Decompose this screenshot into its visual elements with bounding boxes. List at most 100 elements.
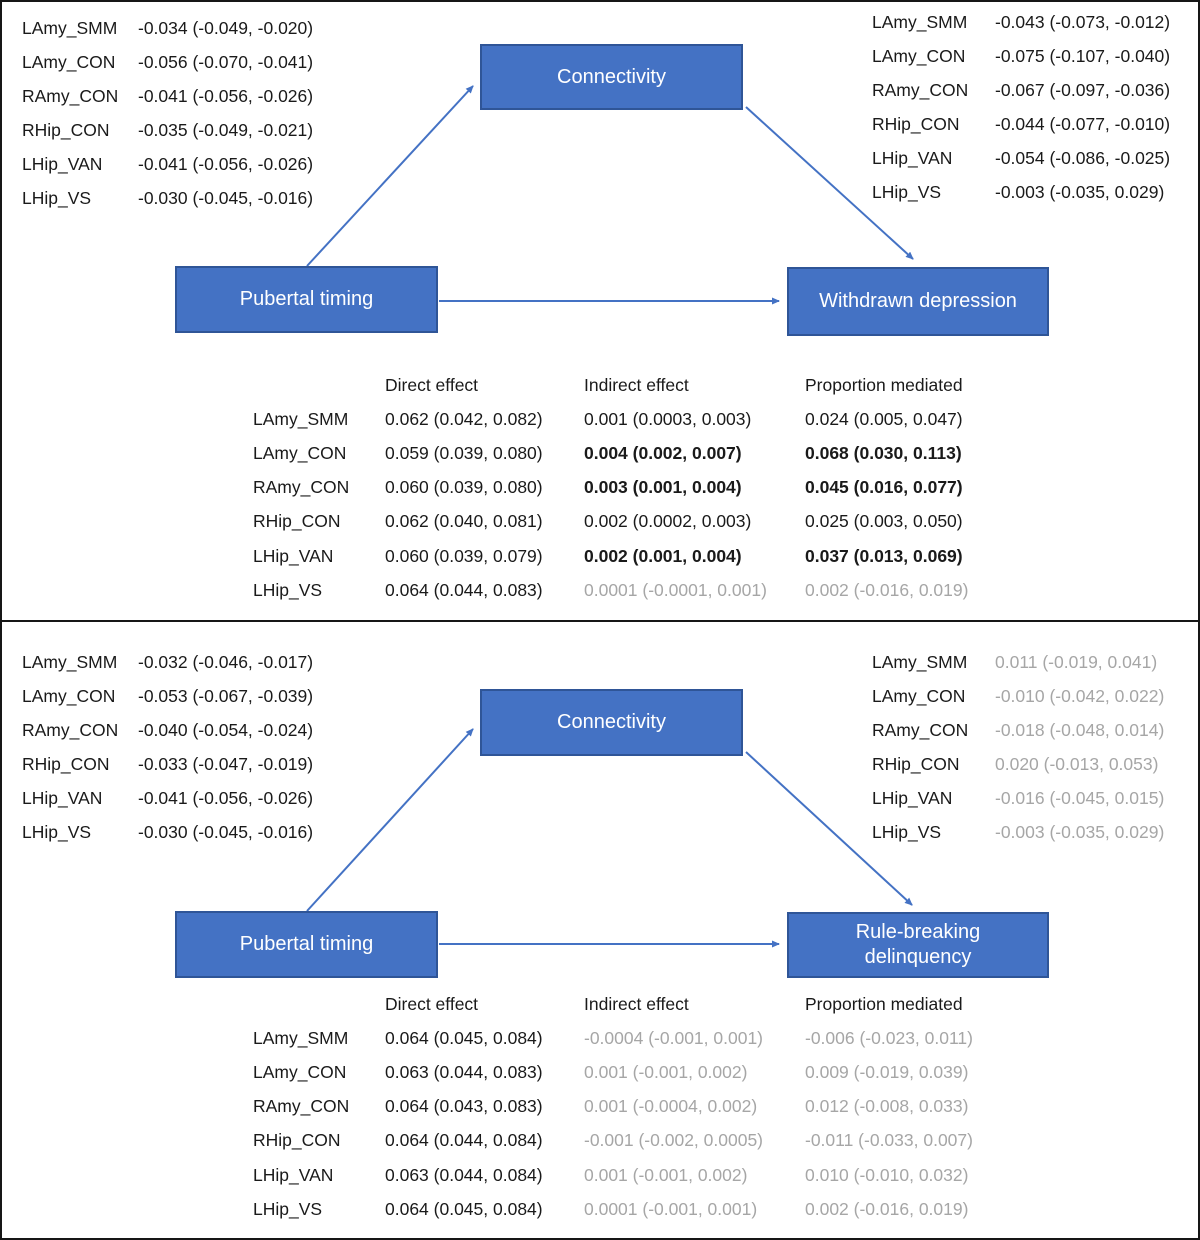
effects-table-bottom: Direct effect Indirect effect Proportion m…	[253, 987, 1125, 1226]
predictor-box-pubertal-timing-top: Pubertal timing	[175, 266, 438, 333]
region-label: LHip_VAN	[872, 147, 953, 168]
column-header-indirect-effect: Indirect effect	[584, 374, 689, 395]
effect-list-row: RHip_CON -0.035 (-0.049, -0.021)	[22, 113, 313, 147]
effect-list-row: LAmy_SMM -0.032 (-0.046, -0.017)	[22, 645, 313, 679]
effect-estimate: -0.003 (-0.035, 0.029)	[995, 821, 1165, 842]
effect-list-row: LAmy_CON -0.075 (-0.107, -0.040)	[872, 39, 1170, 73]
direct-effect-value: 0.064 (0.044, 0.083)	[385, 579, 543, 600]
effect-estimate: -0.032 (-0.046, -0.017)	[138, 651, 314, 672]
region-label: LHip_VAN	[22, 787, 103, 808]
path-a-estimates-list-bottom: LAmy_SMM -0.032 (-0.046, -0.017) LAmy_CON -…	[22, 645, 313, 849]
effect-estimate: -0.018 (-0.048, 0.014)	[995, 719, 1165, 740]
column-header-proportion-mediated: Proportion mediated	[805, 993, 963, 1014]
region-label: LAmy_CON	[872, 685, 966, 706]
proportion-mediated-value: 0.009 (-0.019, 0.039)	[805, 1061, 969, 1082]
effect-list-row: LAmy_CON -0.010 (-0.042, 0.022)	[872, 679, 1164, 713]
predictor-label: Pubertal timing	[239, 288, 374, 310]
region-label: LHip_VS	[872, 821, 942, 842]
effects-table-top: Direct effect Indirect effect Proportion m…	[253, 368, 1125, 607]
column-header-direct-effect: Direct effect	[385, 993, 479, 1014]
region-label: RAmy_CON	[22, 719, 119, 740]
direct-effect-value: 0.062 (0.040, 0.081)	[385, 511, 543, 532]
predictor-label: Pubertal timing	[239, 933, 374, 955]
region-label: RHip_CON	[22, 753, 110, 774]
region-label: RHip_CON	[22, 119, 110, 140]
direct-effect-value: 0.064 (0.045, 0.084)	[385, 1027, 543, 1048]
path-b-estimates-list-top: LAmy_SMM -0.043 (-0.073, -0.012) LAmy_CON -…	[872, 5, 1170, 209]
region-label: LHip_VS	[22, 187, 92, 208]
table-row-label: LAmy_CON	[253, 442, 347, 463]
region-label: LHip_VAN	[872, 787, 953, 808]
effect-estimate: -0.034 (-0.049, -0.020)	[138, 17, 314, 38]
table-row-label: RHip_CON	[253, 1130, 341, 1151]
effect-estimate: -0.041 (-0.056, -0.026)	[138, 153, 314, 174]
region-label: LAmy_CON	[22, 685, 116, 706]
table-row-label: LHip_VAN	[253, 1164, 334, 1185]
table-row-label: RAmy_CON	[253, 477, 350, 498]
region-label: RHip_CON	[872, 753, 960, 774]
proportion-mediated-value: 0.012 (-0.008, 0.033)	[805, 1096, 969, 1117]
effect-list-row: RHip_CON -0.044 (-0.077, -0.010)	[872, 107, 1170, 141]
direct-effect-value: 0.059 (0.039, 0.080)	[385, 442, 543, 463]
effect-estimate: -0.044 (-0.077, -0.010)	[995, 113, 1171, 134]
effect-estimate: -0.067 (-0.097, -0.036)	[995, 79, 1171, 100]
table-row-label: LHip_VAN	[253, 545, 334, 566]
effect-estimate: 0.020 (-0.013, 0.053)	[995, 753, 1159, 774]
direct-effect-value: 0.064 (0.043, 0.083)	[385, 1096, 543, 1117]
effect-list-row: RAmy_CON -0.041 (-0.056, -0.026)	[22, 79, 313, 113]
indirect-effect-value: 0.001 (-0.001, 0.002)	[584, 1164, 748, 1185]
effect-estimate: -0.043 (-0.073, -0.012)	[995, 11, 1171, 32]
effect-list-row: LAmy_SMM -0.043 (-0.073, -0.012)	[872, 5, 1170, 39]
proportion-mediated-value: 0.010 (-0.010, 0.032)	[805, 1164, 969, 1185]
mediator-box-connectivity-bottom: Connectivity	[480, 689, 743, 756]
mediator-label: Connectivity	[557, 711, 666, 733]
effect-list-row: LHip_VS -0.030 (-0.045, -0.016)	[22, 815, 313, 849]
effect-estimate: -0.030 (-0.045, -0.016)	[138, 187, 314, 208]
region-label: LHip_VS	[872, 181, 942, 202]
effect-estimate: -0.041 (-0.056, -0.026)	[138, 787, 314, 808]
effect-list-row: LHip_VS -0.003 (-0.035, 0.029)	[872, 175, 1170, 209]
proportion-mediated-value: 0.024 (0.005, 0.047)	[805, 408, 963, 429]
effect-estimate: -0.040 (-0.054, -0.024)	[138, 719, 314, 740]
direct-effect-value: 0.060 (0.039, 0.079)	[385, 545, 543, 566]
region-label: RHip_CON	[872, 113, 960, 134]
effect-estimate: -0.030 (-0.045, -0.016)	[138, 821, 314, 842]
proportion-mediated-value: -0.011 (-0.033, 0.007)	[805, 1130, 973, 1151]
table-row-label: LAmy_SMM	[253, 1027, 349, 1048]
effect-estimate: -0.010 (-0.042, 0.022)	[995, 685, 1165, 706]
path-b-estimates-list-bottom: LAmy_SMM 0.011 (-0.019, 0.041) LAmy_CON -0.…	[872, 645, 1164, 849]
effect-list-row: LAmy_SMM -0.034 (-0.049, -0.020)	[22, 11, 313, 45]
effect-estimate: -0.016 (-0.045, 0.015)	[995, 787, 1165, 808]
indirect-effect-value: -0.001 (-0.002, 0.0005)	[584, 1130, 764, 1151]
direct-effect-value: 0.063 (0.044, 0.084)	[385, 1164, 543, 1185]
effect-estimate: 0.011 (-0.019, 0.041)	[995, 651, 1158, 672]
effect-list-row: LHip_VAN -0.041 (-0.056, -0.026)	[22, 781, 313, 815]
column-header-direct-effect: Direct effect	[385, 374, 479, 395]
indirect-effect-value: 0.001 (0.0003, 0.003)	[584, 408, 752, 429]
indirect-effect-value: 0.001 (-0.0004, 0.002)	[584, 1096, 758, 1117]
panel-rule-breaking-delinquency	[0, 620, 1200, 1240]
effect-list-row: LAmy_CON -0.056 (-0.070, -0.041)	[22, 45, 313, 79]
direct-effect-value: 0.062 (0.042, 0.082)	[385, 408, 543, 429]
effect-list-row: RAmy_CON -0.018 (-0.048, 0.014)	[872, 713, 1164, 747]
indirect-effect-value: 0.003 (0.001, 0.004)	[584, 477, 742, 498]
predictor-box-pubertal-timing-bottom: Pubertal timing	[175, 911, 438, 978]
effect-list-row: LHip_VAN -0.041 (-0.056, -0.026)	[22, 147, 313, 181]
effect-estimate: -0.041 (-0.056, -0.026)	[138, 85, 314, 106]
proportion-mediated-value: 0.068 (0.030, 0.113)	[805, 442, 962, 463]
indirect-effect-value: 0.004 (0.002, 0.007)	[584, 442, 742, 463]
column-header-indirect-effect: Indirect effect	[584, 993, 689, 1014]
direct-effect-value: 0.064 (0.044, 0.084)	[385, 1130, 543, 1151]
outcome-box-withdrawn-depression: Withdrawn depression	[787, 267, 1049, 336]
proportion-mediated-value: 0.025 (0.003, 0.050)	[805, 511, 963, 532]
indirect-effect-value: 0.001 (-0.001, 0.002)	[584, 1061, 748, 1082]
effect-list-row: LAmy_CON -0.053 (-0.067, -0.039)	[22, 679, 313, 713]
mediator-label: Connectivity	[557, 65, 666, 88]
effect-list-row: LHip_VS -0.003 (-0.035, 0.029)	[872, 815, 1164, 849]
column-header-proportion-mediated: Proportion mediated	[805, 374, 963, 395]
region-label: RAmy_CON	[872, 719, 969, 740]
proportion-mediated-value: -0.006 (-0.023, 0.011)	[805, 1027, 973, 1048]
effect-estimate: -0.056 (-0.070, -0.041)	[138, 51, 314, 72]
region-label: RAmy_CON	[872, 79, 969, 100]
region-label: LHip_VAN	[22, 153, 103, 174]
